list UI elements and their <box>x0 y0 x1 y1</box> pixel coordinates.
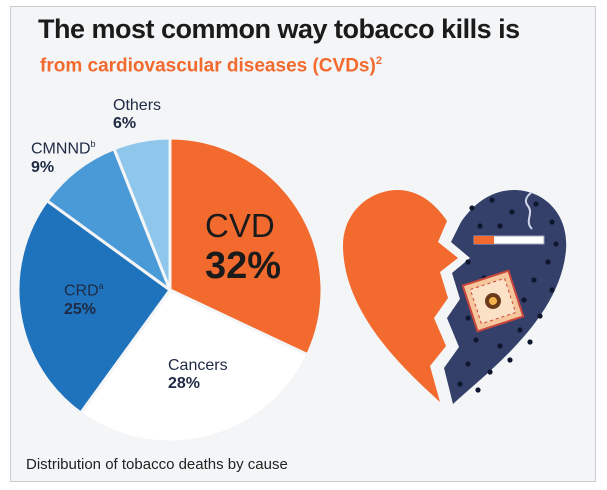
heart-dot <box>465 259 471 265</box>
pie-slice-others <box>112 136 172 291</box>
slice-label-cvd: CVD 32% <box>205 207 282 287</box>
slice-label-cancers: Cancers 28% <box>168 357 228 393</box>
heart-dot <box>521 297 527 303</box>
heart-dot <box>533 201 539 207</box>
heart-dot <box>475 387 481 393</box>
heart-dot <box>509 209 515 215</box>
subtitle-text: from cardiovascular diseases (CVDs) <box>40 55 376 77</box>
heart-dot <box>553 241 559 247</box>
heart-dot <box>473 337 479 343</box>
slice-label-crd: CRDa 25% <box>64 281 104 318</box>
heart-dot <box>497 343 503 349</box>
heart-dot <box>507 357 513 363</box>
heart-dot <box>537 313 543 319</box>
infographic-title: The most common way tobacco kills is <box>38 14 520 44</box>
heart-dot <box>465 361 471 367</box>
heart-dot <box>517 327 523 333</box>
heart-dot <box>527 339 533 345</box>
broken-heart-cigarette-icon <box>342 190 567 404</box>
pie-slice-cvd <box>168 136 324 357</box>
heart-dot <box>457 381 463 387</box>
heart-dot <box>549 219 555 225</box>
heart-dot <box>531 277 537 283</box>
slice-label-others: Others 6% <box>113 97 162 133</box>
heart-dot <box>549 287 555 293</box>
infographic-subtitle: from cardiovascular diseases (CVDs)2 <box>40 55 382 77</box>
pie-slice-crd <box>16 198 173 416</box>
heart-dot <box>487 369 493 375</box>
heart-dot <box>489 197 495 203</box>
slice-label-cmnnd: CMNNDb 9% <box>31 139 96 176</box>
heart-dot <box>545 259 551 265</box>
heart-dot <box>497 223 503 229</box>
pie-slices <box>16 136 324 444</box>
heart-dot <box>477 223 483 229</box>
pie-slice-cancers <box>78 288 310 444</box>
pie-slice-cmnnd <box>44 146 174 295</box>
heart-dot <box>465 315 471 321</box>
chart-caption: Distribution of tobacco deaths by cause <box>26 456 288 473</box>
heart-dots <box>457 197 559 393</box>
subtitle-footnote: 2 <box>375 55 382 67</box>
heart-dot <box>469 205 475 211</box>
